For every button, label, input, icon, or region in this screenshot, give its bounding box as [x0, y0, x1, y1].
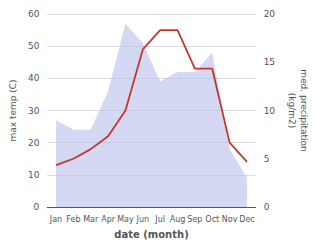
svg-text:Jun: Jun — [136, 215, 150, 224]
svg-text:Feb: Feb — [66, 215, 80, 224]
svg-text:20: 20 — [28, 138, 40, 148]
svg-text:Nov: Nov — [222, 215, 238, 224]
svg-text:(kg/m2): (kg/m2) — [287, 93, 297, 128]
svg-text:med. precipitation: med. precipitation — [299, 69, 309, 151]
svg-text:May: May — [117, 215, 134, 224]
svg-text:0: 0 — [34, 202, 40, 212]
svg-text:10: 10 — [28, 170, 40, 180]
svg-text:Dec: Dec — [239, 215, 254, 224]
svg-text:Mar: Mar — [83, 215, 99, 224]
svg-text:Jan: Jan — [49, 215, 62, 224]
svg-text:40: 40 — [28, 73, 40, 83]
svg-text:Apr: Apr — [101, 215, 116, 224]
svg-text:0: 0 — [264, 202, 270, 212]
svg-text:Oct: Oct — [205, 215, 219, 224]
svg-text:10: 10 — [264, 106, 276, 116]
svg-text:30: 30 — [28, 106, 40, 116]
svg-text:15: 15 — [264, 57, 275, 67]
svg-text:date (month): date (month) — [114, 229, 188, 240]
svg-text:60: 60 — [28, 9, 40, 19]
svg-text:Aug: Aug — [170, 215, 186, 224]
svg-text:5: 5 — [264, 154, 270, 164]
svg-text:Sep: Sep — [187, 215, 202, 224]
svg-text:Jul: Jul — [154, 215, 165, 224]
svg-text:20: 20 — [264, 9, 276, 19]
svg-text:max temp (C): max temp (C) — [8, 79, 18, 141]
svg-text:50: 50 — [28, 41, 40, 51]
